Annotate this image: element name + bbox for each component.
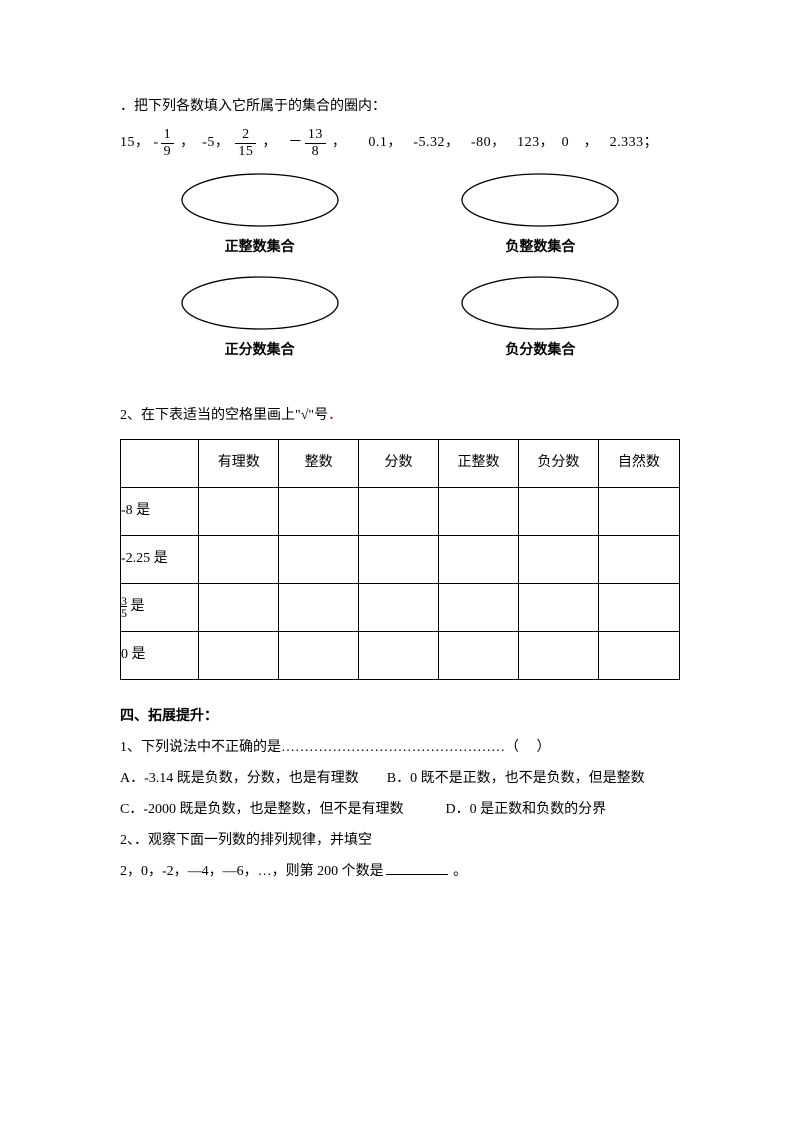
table-row: -2.25 是 bbox=[121, 535, 680, 583]
table-cell[interactable] bbox=[199, 631, 279, 679]
ellipse-icon bbox=[175, 171, 345, 229]
table-cell[interactable] bbox=[598, 487, 679, 535]
table-row: 35 是 bbox=[121, 583, 680, 631]
fill-blank[interactable] bbox=[386, 861, 448, 875]
table-cell[interactable] bbox=[199, 583, 279, 631]
table-cell[interactable] bbox=[279, 631, 359, 679]
table-cell[interactable] bbox=[359, 535, 439, 583]
set-neg-frac: 负分数集合 bbox=[411, 274, 670, 377]
set-label: 正整数集合 bbox=[130, 235, 389, 260]
red-period-icon: ． bbox=[328, 408, 342, 423]
numerator: 13 bbox=[305, 127, 326, 143]
sets-container: 正整数集合 负整数集合 正分数集合 负分数集合 bbox=[120, 171, 680, 377]
table-cell[interactable] bbox=[598, 631, 679, 679]
opt-b: B．0 既不是正数，也不是负数，但是整数 bbox=[387, 771, 645, 786]
q1-prompt: ．把下列各数填入它所属于的集合的圈内： bbox=[120, 94, 680, 119]
set-row-2: 正分数集合 负分数集合 bbox=[120, 274, 680, 377]
classification-table: 有理数 整数 分数 正整数 负分数 自然数 -8 是 -2.25 是 35 是 … bbox=[120, 439, 680, 680]
set-label: 负分数集合 bbox=[411, 338, 670, 363]
table-header: 分数 bbox=[359, 439, 439, 487]
q2-prompt: 2、在下表适当的空格里画上"√"号． bbox=[120, 403, 680, 428]
opt-a: A．-3.14 既是负数，分数，也是有理数 bbox=[120, 771, 359, 786]
table-header: 整数 bbox=[279, 439, 359, 487]
row-label: -8 是 bbox=[121, 487, 199, 535]
set-label: 负整数集合 bbox=[411, 235, 670, 260]
table-header: 有理数 bbox=[199, 439, 279, 487]
s4-q1-stem: 1、下列说法中不正确的是…………………………………………（ ） bbox=[120, 735, 680, 760]
table-cell[interactable] bbox=[598, 535, 679, 583]
table-cell[interactable] bbox=[518, 631, 598, 679]
fraction: 138 bbox=[305, 127, 326, 159]
table-cell[interactable] bbox=[359, 583, 439, 631]
neg-sign: - bbox=[154, 130, 159, 155]
row-label-suffix: 是 bbox=[127, 599, 145, 614]
numerator: 2 bbox=[235, 127, 256, 143]
denominator: 9 bbox=[161, 144, 175, 159]
s4-q1-opts-ab: A．-3.14 既是负数，分数，也是有理数 B．0 既不是正数，也不是负数，但是… bbox=[120, 766, 680, 791]
set-row-1: 正整数集合 负整数集合 bbox=[120, 171, 680, 274]
set-label: 正分数集合 bbox=[130, 338, 389, 363]
table-cell[interactable] bbox=[439, 487, 519, 535]
s4-q2-line2: 2，0，-2，―4，―6，…，则第 200 个数是 。 bbox=[120, 859, 680, 884]
table-cell[interactable] bbox=[518, 583, 598, 631]
num-text: ， -5， bbox=[180, 135, 229, 150]
table-cell[interactable] bbox=[199, 535, 279, 583]
section4-title: 四、拓展提升： bbox=[120, 704, 680, 729]
fraction: 19 bbox=[161, 127, 175, 159]
numerator: 1 bbox=[161, 127, 175, 143]
set-pos-int: 正整数集合 bbox=[130, 171, 389, 274]
table-cell[interactable] bbox=[199, 487, 279, 535]
worksheet-page: ．把下列各数填入它所属于的集合的圈内： 15， -19 ， -5， 215 ， … bbox=[0, 0, 800, 1132]
table-cell[interactable] bbox=[518, 487, 598, 535]
table-cell[interactable] bbox=[359, 487, 439, 535]
num-text: 15， bbox=[120, 135, 150, 150]
ellipse-icon bbox=[455, 274, 625, 332]
q1-number-list: 15， -19 ， -5， 215 ， －138 ， 0.1， -5.32， -… bbox=[120, 127, 680, 159]
table-cell[interactable] bbox=[439, 631, 519, 679]
table-cell[interactable] bbox=[598, 583, 679, 631]
ellipse-icon bbox=[175, 274, 345, 332]
table-cell[interactable] bbox=[279, 487, 359, 535]
row-label: 35 是 bbox=[121, 583, 199, 631]
fraction: 215 bbox=[235, 127, 256, 159]
set-neg-int: 负整数集合 bbox=[411, 171, 670, 274]
denominator: 15 bbox=[235, 144, 256, 159]
neg-sign: － bbox=[288, 130, 303, 155]
table-header: 自然数 bbox=[598, 439, 679, 487]
s4-q2-prefix: 2，0，-2，―4，―6，…，则第 200 个数是 bbox=[120, 864, 384, 879]
row-label: -2.25 是 bbox=[121, 535, 199, 583]
table-row: 0 是 bbox=[121, 631, 680, 679]
set-pos-frac: 正分数集合 bbox=[130, 274, 389, 377]
table-cell[interactable] bbox=[518, 535, 598, 583]
table-header: 正整数 bbox=[439, 439, 519, 487]
opt-c: C．-2000 既是负数，也是整数，但不是有理数 bbox=[120, 802, 404, 817]
table-cell[interactable] bbox=[279, 583, 359, 631]
table-header bbox=[121, 439, 199, 487]
table-header-row: 有理数 整数 分数 正整数 负分数 自然数 bbox=[121, 439, 680, 487]
row-label: 0 是 bbox=[121, 631, 199, 679]
q2-prompt-text: 2、在下表适当的空格里画上"√"号 bbox=[120, 408, 328, 423]
table-header: 负分数 bbox=[518, 439, 598, 487]
s4-q2-suffix: 。 bbox=[450, 864, 468, 879]
num-text: ， bbox=[262, 135, 284, 150]
denominator: 8 bbox=[305, 144, 326, 159]
opt-d: D．0 是正数和负数的分界 bbox=[446, 802, 607, 817]
table-cell[interactable] bbox=[279, 535, 359, 583]
s4-q1-opts-cd: C．-2000 既是负数，也是整数，但不是有理数 D．0 是正数和负数的分界 bbox=[120, 797, 680, 822]
ellipse-icon bbox=[455, 171, 625, 229]
table-cell[interactable] bbox=[439, 535, 519, 583]
table-cell[interactable] bbox=[439, 583, 519, 631]
num-text: ， 0.1， -5.32， -80， 123， 0 ， 2.333； bbox=[332, 135, 658, 150]
s4-q2-line1: 2、．观察下面一列数的排列规律，并填空 bbox=[120, 828, 680, 853]
table-row: -8 是 bbox=[121, 487, 680, 535]
table-cell[interactable] bbox=[359, 631, 439, 679]
